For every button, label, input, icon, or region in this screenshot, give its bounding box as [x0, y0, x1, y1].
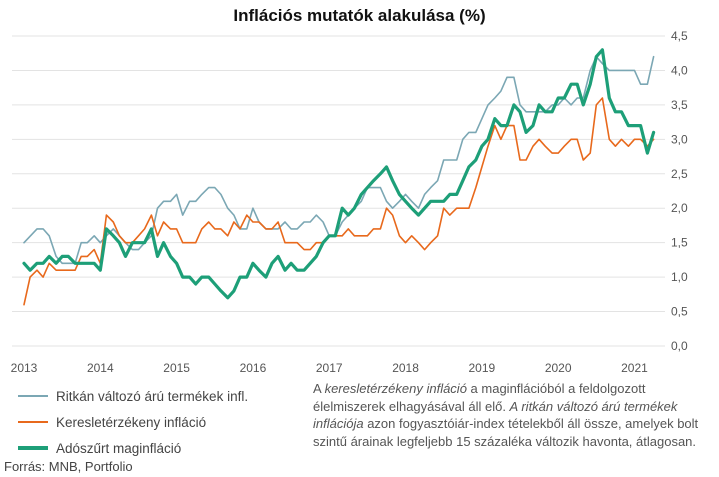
y-tick-label: 4,5: [671, 29, 688, 43]
y-tick-label: 1,5: [671, 236, 688, 250]
x-tick-label: 2021: [621, 361, 648, 375]
legend-item-keresletérzékeny: Keresletérzékeny infláció: [18, 409, 248, 435]
x-tick-label: 2018: [392, 361, 419, 375]
legend-swatch-keresleterzekeny: [18, 421, 48, 423]
y-axis-ticks: 0,0 0,5 1,0 1,5 2,0 2,5 3,0 3,5 4,0 4,5: [671, 29, 688, 353]
x-tick-label: 2013: [11, 361, 38, 375]
gridlines: [12, 35, 665, 347]
line-chart: 0,00,51,01,52,02,53,03,54,04,5 2013 2014 2…: [11, 29, 688, 375]
legend-swatch-ritkan: [18, 395, 48, 397]
y-tick-label: 3,5: [671, 98, 688, 112]
source-note: Forrás: MNB, Portfolio: [4, 459, 133, 474]
series-line-0: [23, 55, 655, 265]
legend-item-ritkan: Ritkán változó árú termékek infl.: [18, 383, 248, 409]
x-tick-label: 2020: [545, 361, 572, 375]
series-line-2: [22, 48, 656, 300]
x-tick-label: 2015: [163, 361, 190, 375]
footnote-part: keresletérzékeny infláció: [324, 381, 467, 396]
footnote-part: A: [313, 381, 325, 396]
x-tick-label: 2016: [240, 361, 267, 375]
legend-label-keresleterzekeny: Keresletérzékeny infláció: [56, 414, 207, 430]
footnote-part: azon fogyasztóiár-index tételekből áll ö…: [313, 416, 699, 449]
footnote-part: a maginflációból a feldolgozott élelmisz…: [313, 381, 646, 414]
x-tick-label: 2017: [316, 361, 343, 375]
series-lines: [22, 48, 656, 306]
legend: Ritkán változó árú termékek infl. Keresl…: [18, 383, 248, 461]
footnote: A keresletérzékeny infláció a maginfláci…: [313, 380, 709, 450]
y-tick-label: 0,0: [671, 339, 688, 353]
legend-label-ritkan: Ritkán változó árú termékek infl.: [56, 388, 249, 404]
legend-label-adoszurt: Adószűrt maginfláció: [56, 440, 182, 456]
legend-swatch-adoszurt: [18, 446, 48, 450]
y-tick-label: 0,5: [671, 305, 688, 319]
y-tick-label: 1,0: [671, 270, 688, 284]
footnote-part: A ritkán változó árú termékek inflációja: [313, 398, 678, 432]
y-tick-label: 2,5: [671, 167, 688, 181]
y-tick-label: 2,0: [671, 201, 688, 215]
x-axis-ticks: 2013 2014 2015 2016 2017 2018 2019 2020 2021: [11, 361, 648, 375]
x-tick-label: 2014: [87, 361, 114, 375]
y-tick-label: 4,0: [671, 63, 688, 77]
legend-item-adoszurt: Adószűrt maginfláció: [18, 435, 248, 461]
y-tick-label: 3,0: [671, 132, 688, 146]
chart-title: Inflációs mutatók alakulása (%): [233, 6, 486, 25]
series-line-1: [23, 97, 655, 306]
x-tick-label: 2019: [469, 361, 496, 375]
